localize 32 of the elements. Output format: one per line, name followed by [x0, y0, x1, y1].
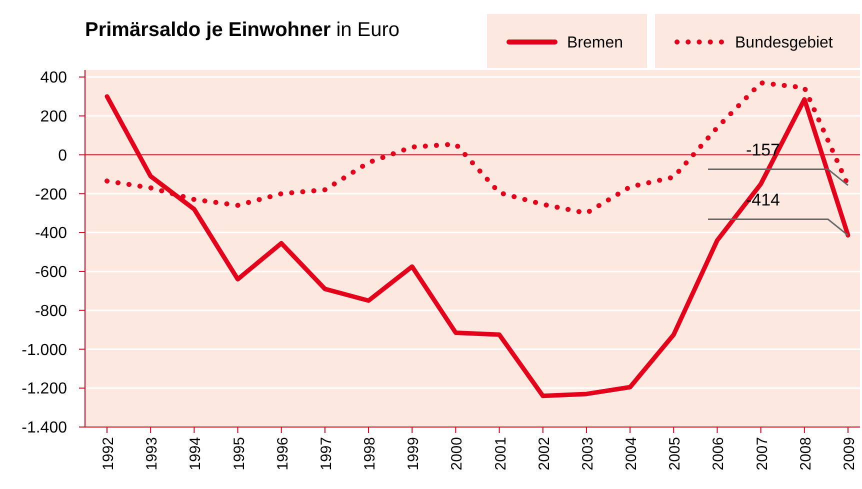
- x-tick-label: 1992: [100, 437, 117, 470]
- x-tick-label: 1993: [144, 437, 161, 470]
- legend-label: Bremen: [567, 34, 624, 52]
- y-tick-label: -1.200: [22, 380, 68, 398]
- x-tick-label: 1999: [405, 437, 422, 470]
- chart-subtitle: in Euro: [330, 19, 400, 41]
- x-tick-label: 1995: [230, 437, 248, 470]
- chart-title: Primärsaldo je Einwohner: [85, 19, 331, 41]
- y-tick-label: -800: [34, 302, 68, 320]
- y-tick-label: -600: [34, 264, 68, 282]
- x-tick-label: 2008: [797, 437, 814, 470]
- x-tick-label: 2005: [666, 437, 684, 470]
- y-tick-label: 400: [40, 70, 68, 87]
- x-tick-label: 2002: [536, 437, 553, 470]
- x-tick-label: 2003: [579, 437, 596, 470]
- x-tick-label: 2006: [710, 437, 728, 470]
- y-tick-label: -400: [34, 225, 68, 242]
- x-tick-label: 1994: [187, 437, 204, 470]
- x-tick-label: 2007: [754, 437, 771, 470]
- x-tick-label: 2000: [448, 437, 466, 470]
- y-tick-label: -200: [34, 186, 68, 204]
- x-tick-label: 1996: [274, 437, 292, 470]
- x-tick-label: 2009: [841, 437, 858, 470]
- y-tick-label: 0: [58, 147, 68, 164]
- y-tick-label: -1.000: [22, 342, 68, 359]
- x-tick-label: 1997: [318, 437, 335, 470]
- x-tick-label: 2001: [492, 437, 510, 470]
- y-tick-label: 200: [40, 108, 68, 126]
- x-tick-label: 2004: [623, 437, 640, 470]
- x-tick-label: 1998: [362, 437, 379, 470]
- y-tick-label: -1.400: [22, 420, 68, 437]
- legend-label: Bundesgebiet: [735, 34, 834, 52]
